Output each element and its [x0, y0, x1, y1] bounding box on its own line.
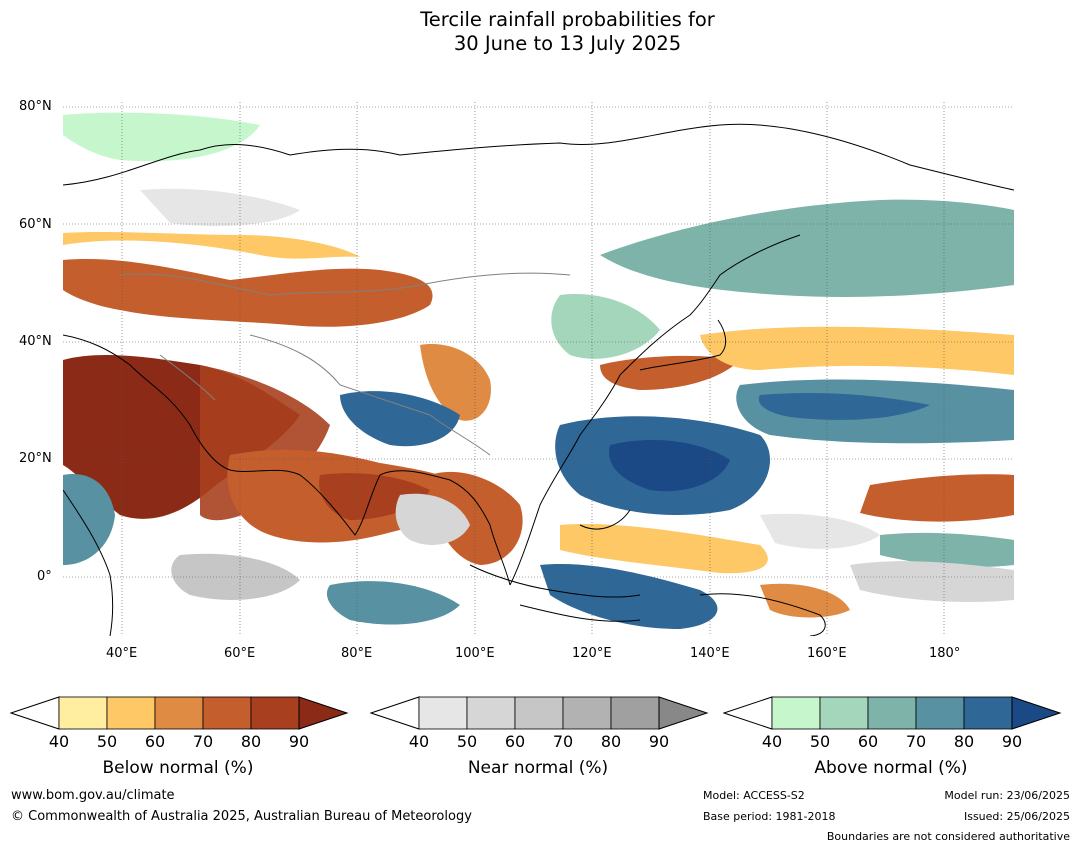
graticule: [63, 102, 1014, 636]
lon-label-100e: 100°E: [455, 646, 495, 661]
below-tick-50: 50: [96, 732, 118, 751]
map-background: [63, 102, 1014, 636]
above-tick-40: 40: [761, 732, 783, 751]
lon-label-60e: 60°E: [224, 646, 256, 661]
lon-label-80e: 80°E: [341, 646, 373, 661]
near-region-3: [760, 513, 880, 549]
below-region-equatorial: [560, 524, 768, 574]
below-tick-90: 90: [288, 732, 310, 751]
near-tick-60: 60: [504, 732, 526, 751]
below-tick-70: 70: [192, 732, 214, 751]
above-region-tibet: [340, 391, 460, 447]
footer-model-run: Model run: 23/06/2025: [944, 789, 1070, 802]
lon-label-180: 180°: [929, 646, 961, 661]
below-region-kazakh: [63, 232, 360, 259]
probability-fields: [63, 112, 1014, 629]
above-tick-50: 50: [809, 732, 831, 751]
lon-label-40e: 40°E: [106, 646, 138, 661]
above-normal-title: Above normal (%): [814, 758, 968, 778]
title-line-2: 30 June to 13 July 2025: [453, 32, 682, 55]
near-region-1: [395, 493, 470, 545]
below-tick-80: 80: [240, 732, 262, 751]
above-region-arctic: [63, 112, 260, 162]
above-region-indian-ocean: [326, 581, 460, 625]
below-tick-40: 40: [48, 732, 70, 751]
above-region-coral: [880, 532, 1014, 567]
above-region-west-pacific-core: [609, 440, 730, 492]
below-region-central-asia: [63, 259, 433, 327]
below-normal-title: Below normal (%): [102, 758, 254, 778]
above-region-africa: [63, 474, 115, 565]
below-region-china: [420, 344, 491, 421]
near-normal-colorbar: [370, 696, 709, 730]
near-region-2: [171, 553, 300, 600]
footer-website: www.bom.gov.au/climate: [11, 788, 175, 803]
below-region-japan: [600, 355, 740, 390]
below-region-pacific-north: [700, 326, 1014, 375]
lat-label-40n: 40°N: [19, 334, 52, 349]
lon-label-160e: 160°E: [807, 646, 847, 661]
above-tick-60: 60: [857, 732, 879, 751]
near-tick-70: 70: [552, 732, 574, 751]
above-region-siberia-light: [551, 294, 660, 359]
near-normal-title: Near normal (%): [467, 758, 609, 778]
below-region-se-asia: [430, 471, 523, 565]
near-region-5: [140, 188, 300, 227]
footer-base-period: Base period: 1981-2018: [703, 810, 836, 823]
footer-disclaimer: Boundaries are not considered authoritat…: [826, 830, 1070, 843]
below-normal-colorbar: [10, 696, 349, 730]
above-region-pacific-band-core: [758, 393, 930, 420]
above-tick-70: 70: [905, 732, 927, 751]
above-tick-80: 80: [953, 732, 975, 751]
above-tick-90: 90: [1001, 732, 1023, 751]
near-tick-40: 40: [408, 732, 430, 751]
lat-label-80n: 80°N: [19, 99, 52, 114]
lat-label-0: 0°: [37, 569, 52, 584]
coastlines: [63, 123, 1014, 636]
rainfall-map: [63, 102, 1014, 636]
below-region-pacific-east: [860, 474, 1014, 522]
map-title: Tercile rainfall probabilities for 30 Ju…: [0, 8, 1081, 56]
lat-label-20n: 20°N: [19, 451, 52, 466]
above-region-siberia: [600, 199, 1014, 297]
map-area: 80°N 60°N 40°N 20°N 0° 40°E 60°E 80°E 10…: [0, 95, 1081, 665]
footer-issued: Issued: 25/06/2025: [963, 810, 1070, 823]
below-tick-60: 60: [144, 732, 166, 751]
footer-copyright: © Commonwealth of Australia 2025, Austra…: [11, 809, 472, 824]
near-tick-50: 50: [456, 732, 478, 751]
near-tick-90: 90: [648, 732, 670, 751]
below-region-png: [760, 583, 850, 618]
title-line-1: Tercile rainfall probabilities for: [420, 8, 715, 31]
near-region-4: [850, 561, 1014, 602]
country-borders: [119, 272, 571, 456]
near-tick-80: 80: [600, 732, 622, 751]
lat-label-60n: 60°N: [19, 217, 52, 232]
lon-label-140e: 140°E: [690, 646, 730, 661]
footer-model: Model: ACCESS-S2: [703, 789, 805, 802]
lon-label-120e: 120°E: [572, 646, 612, 661]
above-normal-colorbar: [723, 696, 1062, 730]
